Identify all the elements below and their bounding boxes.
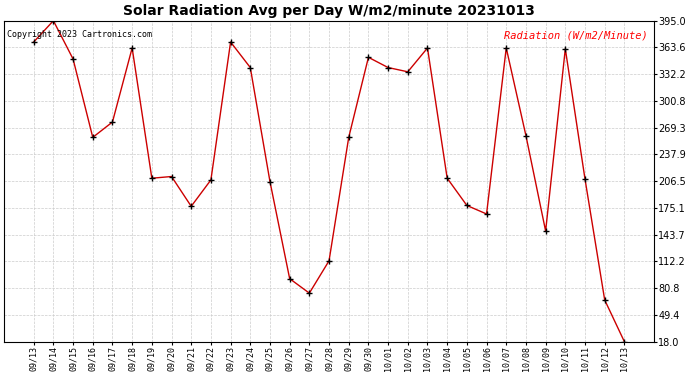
- Title: Solar Radiation Avg per Day W/m2/minute 20231013: Solar Radiation Avg per Day W/m2/minute …: [123, 4, 535, 18]
- Text: Copyright 2023 Cartronics.com: Copyright 2023 Cartronics.com: [8, 30, 152, 39]
- Text: Radiation (W/m2/Minute): Radiation (W/m2/Minute): [504, 30, 647, 40]
